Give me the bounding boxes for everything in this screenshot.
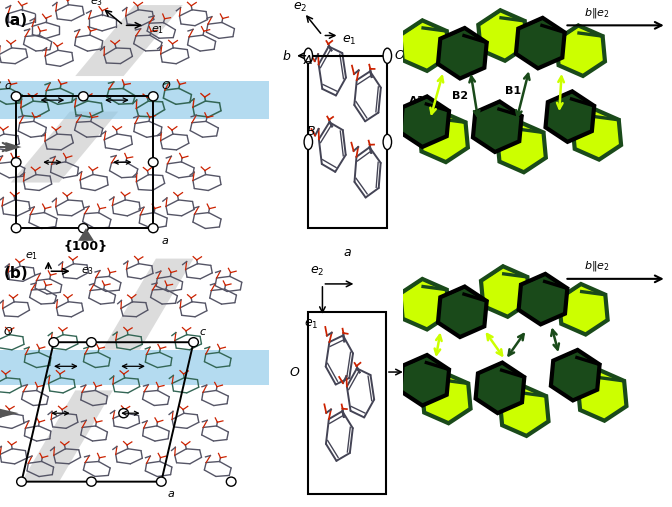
Polygon shape xyxy=(419,112,468,162)
Text: $O$: $O$ xyxy=(3,325,13,337)
Polygon shape xyxy=(497,122,546,172)
Bar xyxy=(308,56,387,228)
Polygon shape xyxy=(559,284,607,335)
Text: $\mathit{e}_1$: $\mathit{e}_1$ xyxy=(151,24,163,37)
Polygon shape xyxy=(438,28,487,79)
Polygon shape xyxy=(478,10,527,61)
Text: $b \| \mathit{e}_2$: $b \| \mathit{e}_2$ xyxy=(584,6,610,20)
Polygon shape xyxy=(78,228,94,241)
Text: {10$\bar{2}$}: {10$\bar{2}$} xyxy=(0,405,3,422)
Polygon shape xyxy=(500,385,548,436)
Text: $O$: $O$ xyxy=(161,79,171,91)
Text: (a): (a) xyxy=(3,13,28,28)
Text: $\mathit{e}_1$: $\mathit{e}_1$ xyxy=(342,34,357,47)
Circle shape xyxy=(304,134,312,150)
Polygon shape xyxy=(11,112,118,183)
Circle shape xyxy=(87,338,96,347)
Circle shape xyxy=(149,92,158,101)
Text: $\mathit{e}_2$: $\mathit{e}_2$ xyxy=(293,1,307,14)
Circle shape xyxy=(49,338,58,347)
Circle shape xyxy=(119,409,128,418)
Polygon shape xyxy=(0,81,269,119)
Polygon shape xyxy=(102,259,194,350)
Polygon shape xyxy=(0,408,19,418)
Polygon shape xyxy=(476,363,524,413)
Text: $c$: $c$ xyxy=(4,81,12,91)
Text: $\mathit{e}_3$: $\mathit{e}_3$ xyxy=(90,0,103,9)
Circle shape xyxy=(226,477,236,486)
Text: B1: B1 xyxy=(505,86,521,96)
Circle shape xyxy=(383,48,392,63)
Text: $\mathit{e}_2$: $\mathit{e}_2$ xyxy=(310,265,324,278)
Polygon shape xyxy=(438,286,487,337)
Polygon shape xyxy=(401,355,449,406)
Circle shape xyxy=(149,158,158,167)
Polygon shape xyxy=(546,91,594,142)
Text: {100}: {100} xyxy=(64,240,108,254)
Polygon shape xyxy=(573,109,621,160)
Polygon shape xyxy=(519,274,567,324)
Polygon shape xyxy=(578,370,626,421)
Polygon shape xyxy=(22,390,113,482)
Polygon shape xyxy=(401,20,449,71)
Bar xyxy=(308,312,386,494)
Text: $b$: $b$ xyxy=(282,49,292,63)
Circle shape xyxy=(79,224,88,233)
Text: $c$: $c$ xyxy=(199,327,207,337)
Polygon shape xyxy=(401,96,449,147)
Text: (b): (b) xyxy=(3,266,28,281)
Polygon shape xyxy=(75,5,183,76)
Circle shape xyxy=(304,48,312,63)
Circle shape xyxy=(149,224,158,233)
Text: A2: A2 xyxy=(564,94,581,104)
Polygon shape xyxy=(473,101,521,152)
Polygon shape xyxy=(5,142,22,152)
Polygon shape xyxy=(0,350,269,385)
Text: $B$: $B$ xyxy=(306,125,316,138)
Circle shape xyxy=(11,92,21,101)
Polygon shape xyxy=(481,266,530,317)
Circle shape xyxy=(87,477,96,486)
Circle shape xyxy=(189,338,198,347)
Circle shape xyxy=(157,477,166,486)
Text: $a$: $a$ xyxy=(167,489,175,499)
Text: $a$: $a$ xyxy=(161,236,169,246)
Text: $A$: $A$ xyxy=(303,54,314,67)
Circle shape xyxy=(17,477,26,486)
Polygon shape xyxy=(401,279,449,330)
Polygon shape xyxy=(556,25,605,76)
Text: $\mathit{e}_3$: $\mathit{e}_3$ xyxy=(81,265,93,277)
Circle shape xyxy=(79,92,88,101)
Text: $\mathit{e}_1$: $\mathit{e}_1$ xyxy=(304,318,319,331)
Circle shape xyxy=(11,158,21,167)
Polygon shape xyxy=(551,350,599,401)
Polygon shape xyxy=(422,373,470,423)
Text: $O$: $O$ xyxy=(288,366,300,379)
Polygon shape xyxy=(516,18,564,68)
Text: $O$: $O$ xyxy=(394,49,406,62)
Text: A1: A1 xyxy=(409,96,425,106)
Text: $b \| \mathit{e}_2$: $b \| \mathit{e}_2$ xyxy=(584,259,610,273)
Text: $a$: $a$ xyxy=(343,246,352,259)
Text: B2: B2 xyxy=(452,91,468,101)
Circle shape xyxy=(383,134,392,150)
Text: $b$: $b$ xyxy=(409,365,418,379)
Circle shape xyxy=(11,224,21,233)
Text: $\mathit{e}_1$: $\mathit{e}_1$ xyxy=(25,250,38,262)
